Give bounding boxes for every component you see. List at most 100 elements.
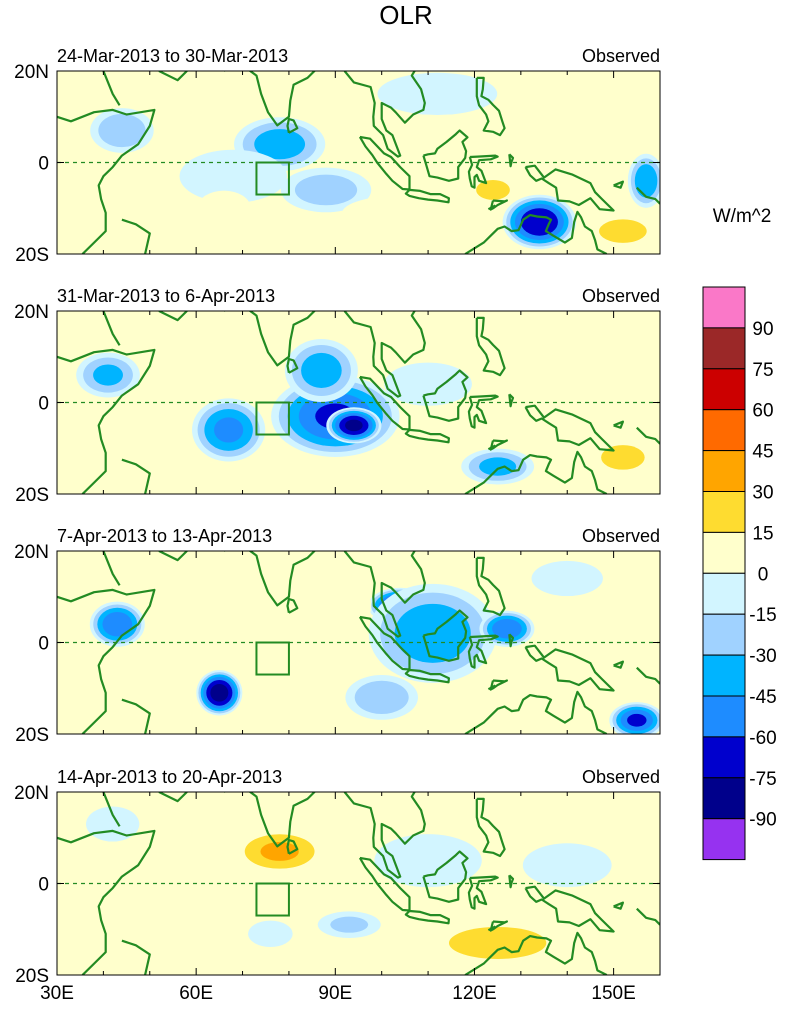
coastline <box>487 444 496 451</box>
coastline <box>467 875 499 910</box>
x-tick-label: 150E <box>591 983 635 1004</box>
coastline <box>477 288 484 302</box>
coastlines <box>57 288 660 494</box>
colorbar-label: -45 <box>749 687 776 708</box>
y-tick-label: 20S <box>15 245 49 266</box>
colorbar-label: -15 <box>749 605 776 626</box>
anomaly-contour <box>93 364 123 386</box>
coastline <box>613 180 624 189</box>
colorbar-swatch <box>702 450 746 493</box>
anomaly-contour <box>520 208 558 236</box>
coastline <box>464 931 608 975</box>
region-box <box>255 401 290 436</box>
colorbar-label: 15 <box>752 523 773 544</box>
anomaly-contour <box>197 190 251 226</box>
anomaly-contour <box>98 113 146 148</box>
anomaly-contour <box>354 680 409 715</box>
anomaly-contour <box>476 179 510 200</box>
coastline <box>475 556 506 617</box>
coastline <box>524 885 615 933</box>
map-panel: 24-Mar-2013 to 30-Mar-2013 Observed 20N 0 20… <box>14 46 661 266</box>
anomaly-contour <box>330 916 369 933</box>
coastline <box>358 375 411 431</box>
coastline <box>489 199 508 211</box>
coastline <box>487 925 496 932</box>
map-panel: 7-Apr-2013 to 13-Apr-2013 Observed 20N 0 20S <box>14 526 661 746</box>
coastline <box>158 71 188 82</box>
panel-period: 14-Apr-2013 to 20-Apr-2013 <box>57 767 282 787</box>
panel-period: 24-Mar-2013 to 30-Mar-2013 <box>57 46 288 66</box>
anomaly-contour <box>68 196 139 239</box>
coastline <box>102 792 121 827</box>
colorbar-swatch <box>702 327 746 370</box>
coastline <box>524 164 615 212</box>
coastline <box>464 690 608 734</box>
coastline <box>422 850 469 903</box>
coastline <box>613 420 624 429</box>
anomaly-contour <box>634 164 658 198</box>
x-tick-label: 30E <box>40 983 74 1004</box>
coastline <box>121 939 151 975</box>
coastline <box>489 920 508 932</box>
coastline <box>636 426 660 445</box>
anomaly-contour <box>260 842 299 861</box>
coastline <box>636 666 660 685</box>
colorbar-swatch <box>702 736 746 779</box>
coastline <box>613 660 624 669</box>
x-tick-label: 60E <box>179 983 213 1004</box>
y-tick-label: 20N <box>14 783 49 804</box>
anomaly-contour <box>301 352 342 389</box>
coastline <box>464 210 608 254</box>
panel-tag: Observed <box>582 526 660 546</box>
colorbar-label: 60 <box>752 401 773 422</box>
panel-period: 7-Apr-2013 to 13-Apr-2013 <box>57 526 272 546</box>
coastline <box>489 679 508 691</box>
anomaly-field <box>76 320 655 485</box>
anomaly-contour <box>146 320 200 347</box>
colorbar-swatch <box>702 491 746 533</box>
colorbar-units: W/m^2 <box>713 206 772 227</box>
coastlines <box>57 48 660 254</box>
x-tick-label: 120E <box>452 983 496 1004</box>
y-tick-label: 0 <box>38 394 49 415</box>
coastline <box>475 797 506 858</box>
coastline <box>158 311 188 322</box>
panel-tag: Observed <box>582 286 660 306</box>
coastline <box>404 668 450 684</box>
region-box <box>255 882 290 917</box>
coastline <box>467 634 499 669</box>
y-tick-label: 20S <box>15 485 49 506</box>
coastline <box>464 450 608 494</box>
coastline <box>508 633 515 648</box>
anomaly-contour <box>614 902 659 938</box>
coastline <box>524 644 615 692</box>
anomaly-contour <box>345 419 363 432</box>
coastline <box>477 769 484 783</box>
coastline <box>404 909 450 925</box>
colorbar-label: -60 <box>749 728 776 749</box>
coastline <box>158 792 188 803</box>
coastline <box>121 698 151 734</box>
coastline <box>57 588 156 734</box>
colorbar-swatch <box>702 613 746 656</box>
coastline <box>158 551 188 562</box>
y-tick-label: 0 <box>38 154 49 175</box>
anomaly-contour <box>254 129 306 160</box>
colorbar-swatch <box>702 531 746 574</box>
coastline <box>57 108 156 254</box>
anomaly-contour <box>248 920 293 948</box>
coastline <box>477 48 484 62</box>
coastline <box>343 71 426 158</box>
coastline <box>121 218 151 254</box>
coastline <box>404 188 450 204</box>
y-tick-label: 0 <box>38 875 49 896</box>
coastline <box>422 129 469 182</box>
coastline <box>102 551 121 586</box>
anomaly-contour <box>627 713 647 727</box>
anomaly-contour <box>479 457 517 476</box>
colorbar-swatch <box>702 695 746 738</box>
coastline <box>404 428 450 444</box>
panels: 24-Mar-2013 to 30-Mar-2013 Observed 20N 0 20… <box>14 46 661 1004</box>
coastline <box>636 907 660 926</box>
